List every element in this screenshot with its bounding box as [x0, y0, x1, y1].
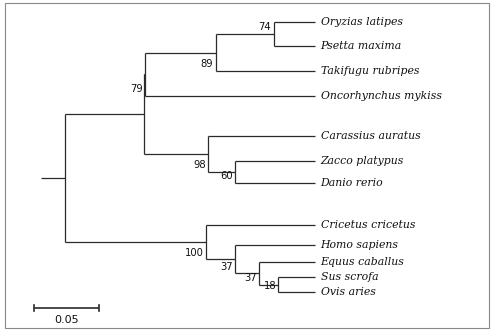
Text: Sus scrofa: Sus scrofa	[321, 272, 378, 282]
Text: 37: 37	[220, 262, 233, 272]
Text: 37: 37	[244, 273, 257, 283]
Text: 79: 79	[130, 84, 143, 94]
Text: 98: 98	[193, 160, 206, 170]
Text: Homo sapiens: Homo sapiens	[321, 240, 399, 250]
Text: Cricetus cricetus: Cricetus cricetus	[321, 220, 415, 230]
Text: Oncorhynchus mykiss: Oncorhynchus mykiss	[321, 91, 442, 101]
Text: Takifugu rubripes: Takifugu rubripes	[321, 66, 419, 76]
Text: Ovis aries: Ovis aries	[321, 287, 375, 297]
Text: Oryzias latipes: Oryzias latipes	[321, 17, 403, 26]
Text: 18: 18	[263, 281, 276, 291]
Text: 0.05: 0.05	[54, 315, 79, 325]
Text: Zacco platypus: Zacco platypus	[321, 156, 404, 166]
Text: Danio rerio: Danio rerio	[321, 178, 383, 188]
Text: Equus caballus: Equus caballus	[321, 257, 405, 267]
Text: 89: 89	[201, 59, 213, 69]
Text: Carassius auratus: Carassius auratus	[321, 131, 420, 141]
Text: 74: 74	[258, 22, 271, 32]
Text: Psetta maxima: Psetta maxima	[321, 41, 402, 51]
Text: 100: 100	[185, 248, 204, 258]
Text: 60: 60	[220, 171, 233, 181]
